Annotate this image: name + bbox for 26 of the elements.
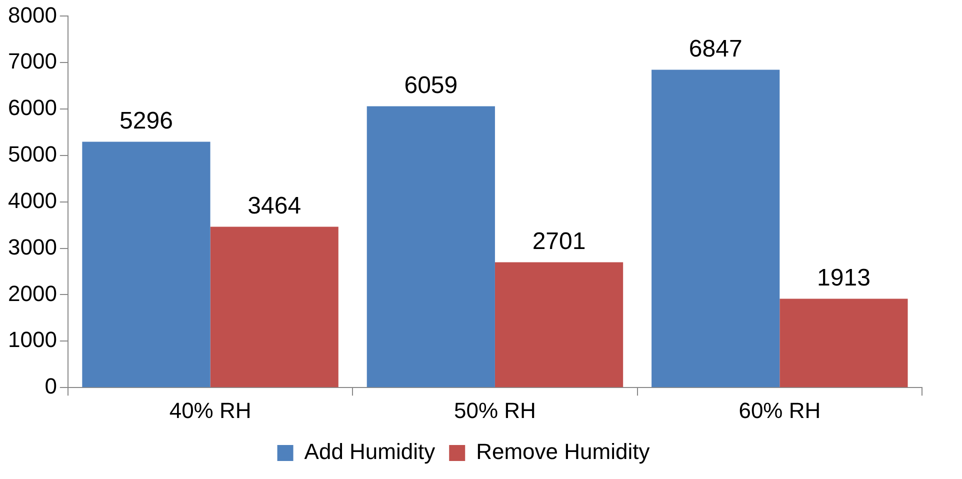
y-tick-label: 2000 — [8, 280, 57, 306]
bar — [652, 70, 780, 388]
x-tick-label: 50% RH — [454, 398, 536, 423]
y-tick-label: 7000 — [8, 48, 57, 74]
y-tick-label: 5000 — [8, 142, 57, 167]
bar — [780, 298, 908, 388]
y-tick-label: 4000 — [8, 188, 57, 213]
data-label: 1913 — [817, 264, 870, 292]
x-tick-label: 40% RH — [169, 398, 252, 423]
bar — [494, 262, 624, 388]
legend-label: Add Humidity — [304, 439, 436, 464]
y-tick-label: 1000 — [8, 327, 57, 352]
legend-label: Remove Humidity — [476, 439, 650, 464]
data-label: 5296 — [120, 107, 173, 134]
data-label: 6059 — [404, 72, 458, 99]
y-tick-label: 8000 — [8, 2, 57, 28]
y-tick-label: 3000 — [8, 234, 57, 260]
y-tick-label: 0 — [44, 374, 57, 399]
x-tick-label: 60% RH — [738, 398, 821, 423]
data-label: 2701 — [532, 228, 586, 255]
data-label: 3464 — [248, 192, 302, 220]
bar — [210, 226, 338, 388]
data-label: 6847 — [688, 35, 742, 62]
bar — [366, 106, 495, 388]
bar — [82, 142, 210, 388]
y-tick-label: 6000 — [8, 95, 57, 120]
